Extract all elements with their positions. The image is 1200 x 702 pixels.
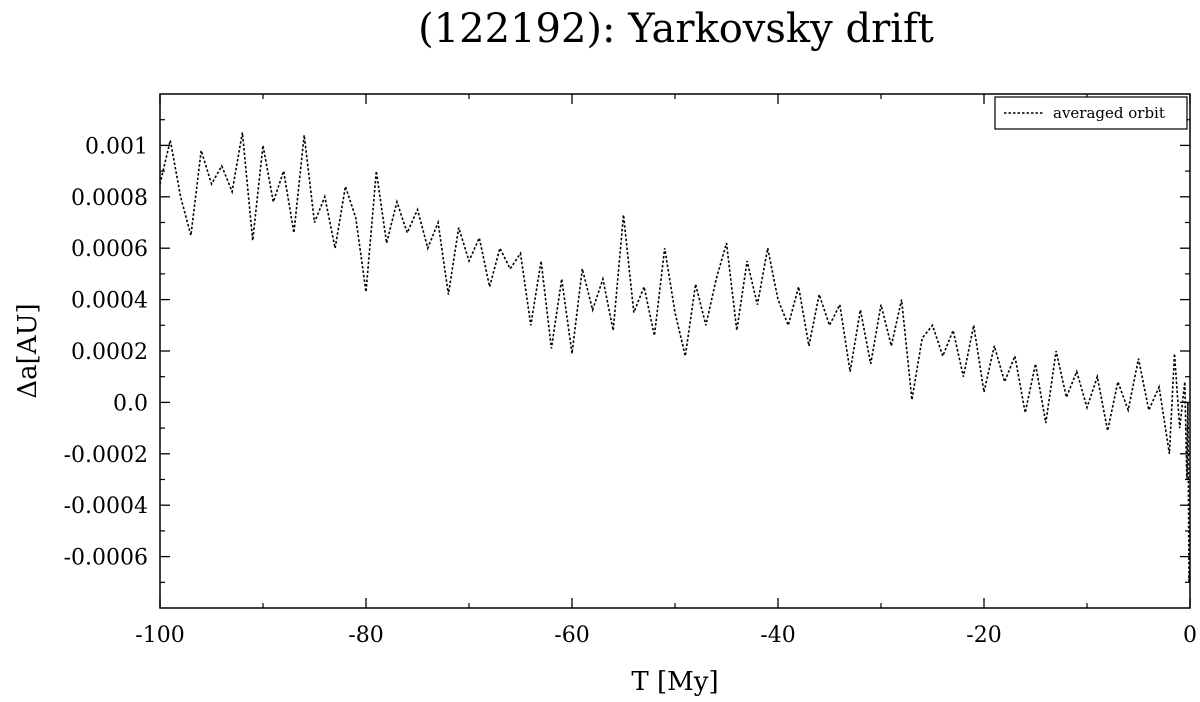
axis-ticks [159,94,1191,608]
y-tick-label: 0.0002 [71,340,148,365]
legend: averaged orbit [994,96,1188,130]
x-tick-label: -20 [966,623,1001,648]
x-tick-label: 0 [1183,623,1197,648]
y-axis-label: Δa[AU] [13,303,43,398]
y-tick-label: 0.0004 [71,289,148,314]
y-tick-label: -0.0006 [64,546,148,571]
x-tick-label: -40 [760,623,795,648]
x-tick-label: -80 [348,623,383,648]
legend-label: averaged orbit [1053,104,1165,122]
x-axis-label: T [My] [631,667,718,697]
y-tick-label: 0.001 [85,134,148,159]
y-tick-label: 0.0008 [71,186,148,211]
x-tick-label: -60 [554,623,589,648]
y-tick-label: -0.0004 [64,494,148,519]
y-tick-label: 0.0 [113,391,148,416]
chart-title: (122192): Yarkovsky drift [418,6,934,52]
x-tick-label: -100 [135,623,184,648]
y-tick-label: 0.0006 [71,237,148,262]
plot-area [159,93,1191,609]
x-tick-labels: -100 -80 -60 -40 -20 0 [135,623,1197,648]
y-tick-labels: 0.001 0.0008 0.0006 0.0004 0.0002 0.0 -0.0002 -… [64,134,148,570]
series-line-averaged-orbit [159,132,1191,583]
y-tick-label: -0.0002 [64,443,148,468]
